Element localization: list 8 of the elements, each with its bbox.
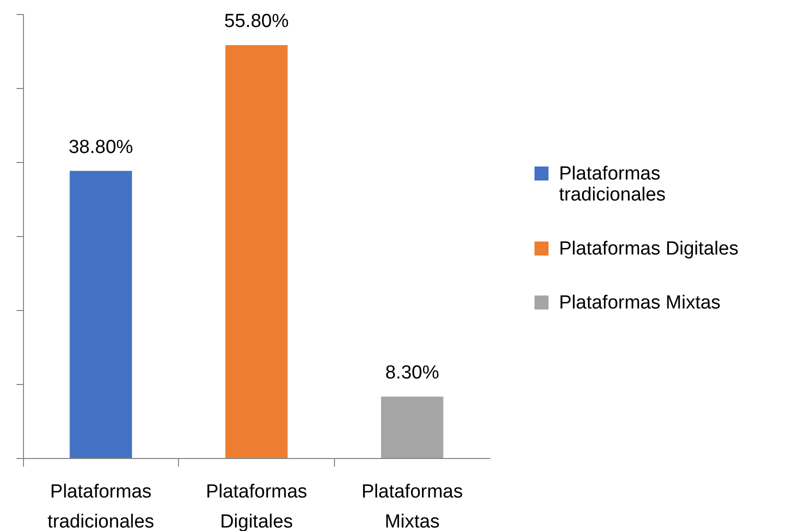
data-label: 55.80% bbox=[224, 11, 289, 32]
legend-label: Plataformas Mixtas bbox=[559, 292, 721, 314]
x-tick-label: Plataformas Mixtas bbox=[361, 482, 463, 531]
x-tick-label: Plataformas tradicionales bbox=[47, 482, 154, 531]
legend-label: Plataformas tradicionales bbox=[559, 164, 666, 206]
data-label: 8.30% bbox=[385, 362, 440, 384]
data-label: 38.80% bbox=[68, 136, 134, 158]
legend-label: Plataformas Digitales bbox=[559, 238, 739, 260]
